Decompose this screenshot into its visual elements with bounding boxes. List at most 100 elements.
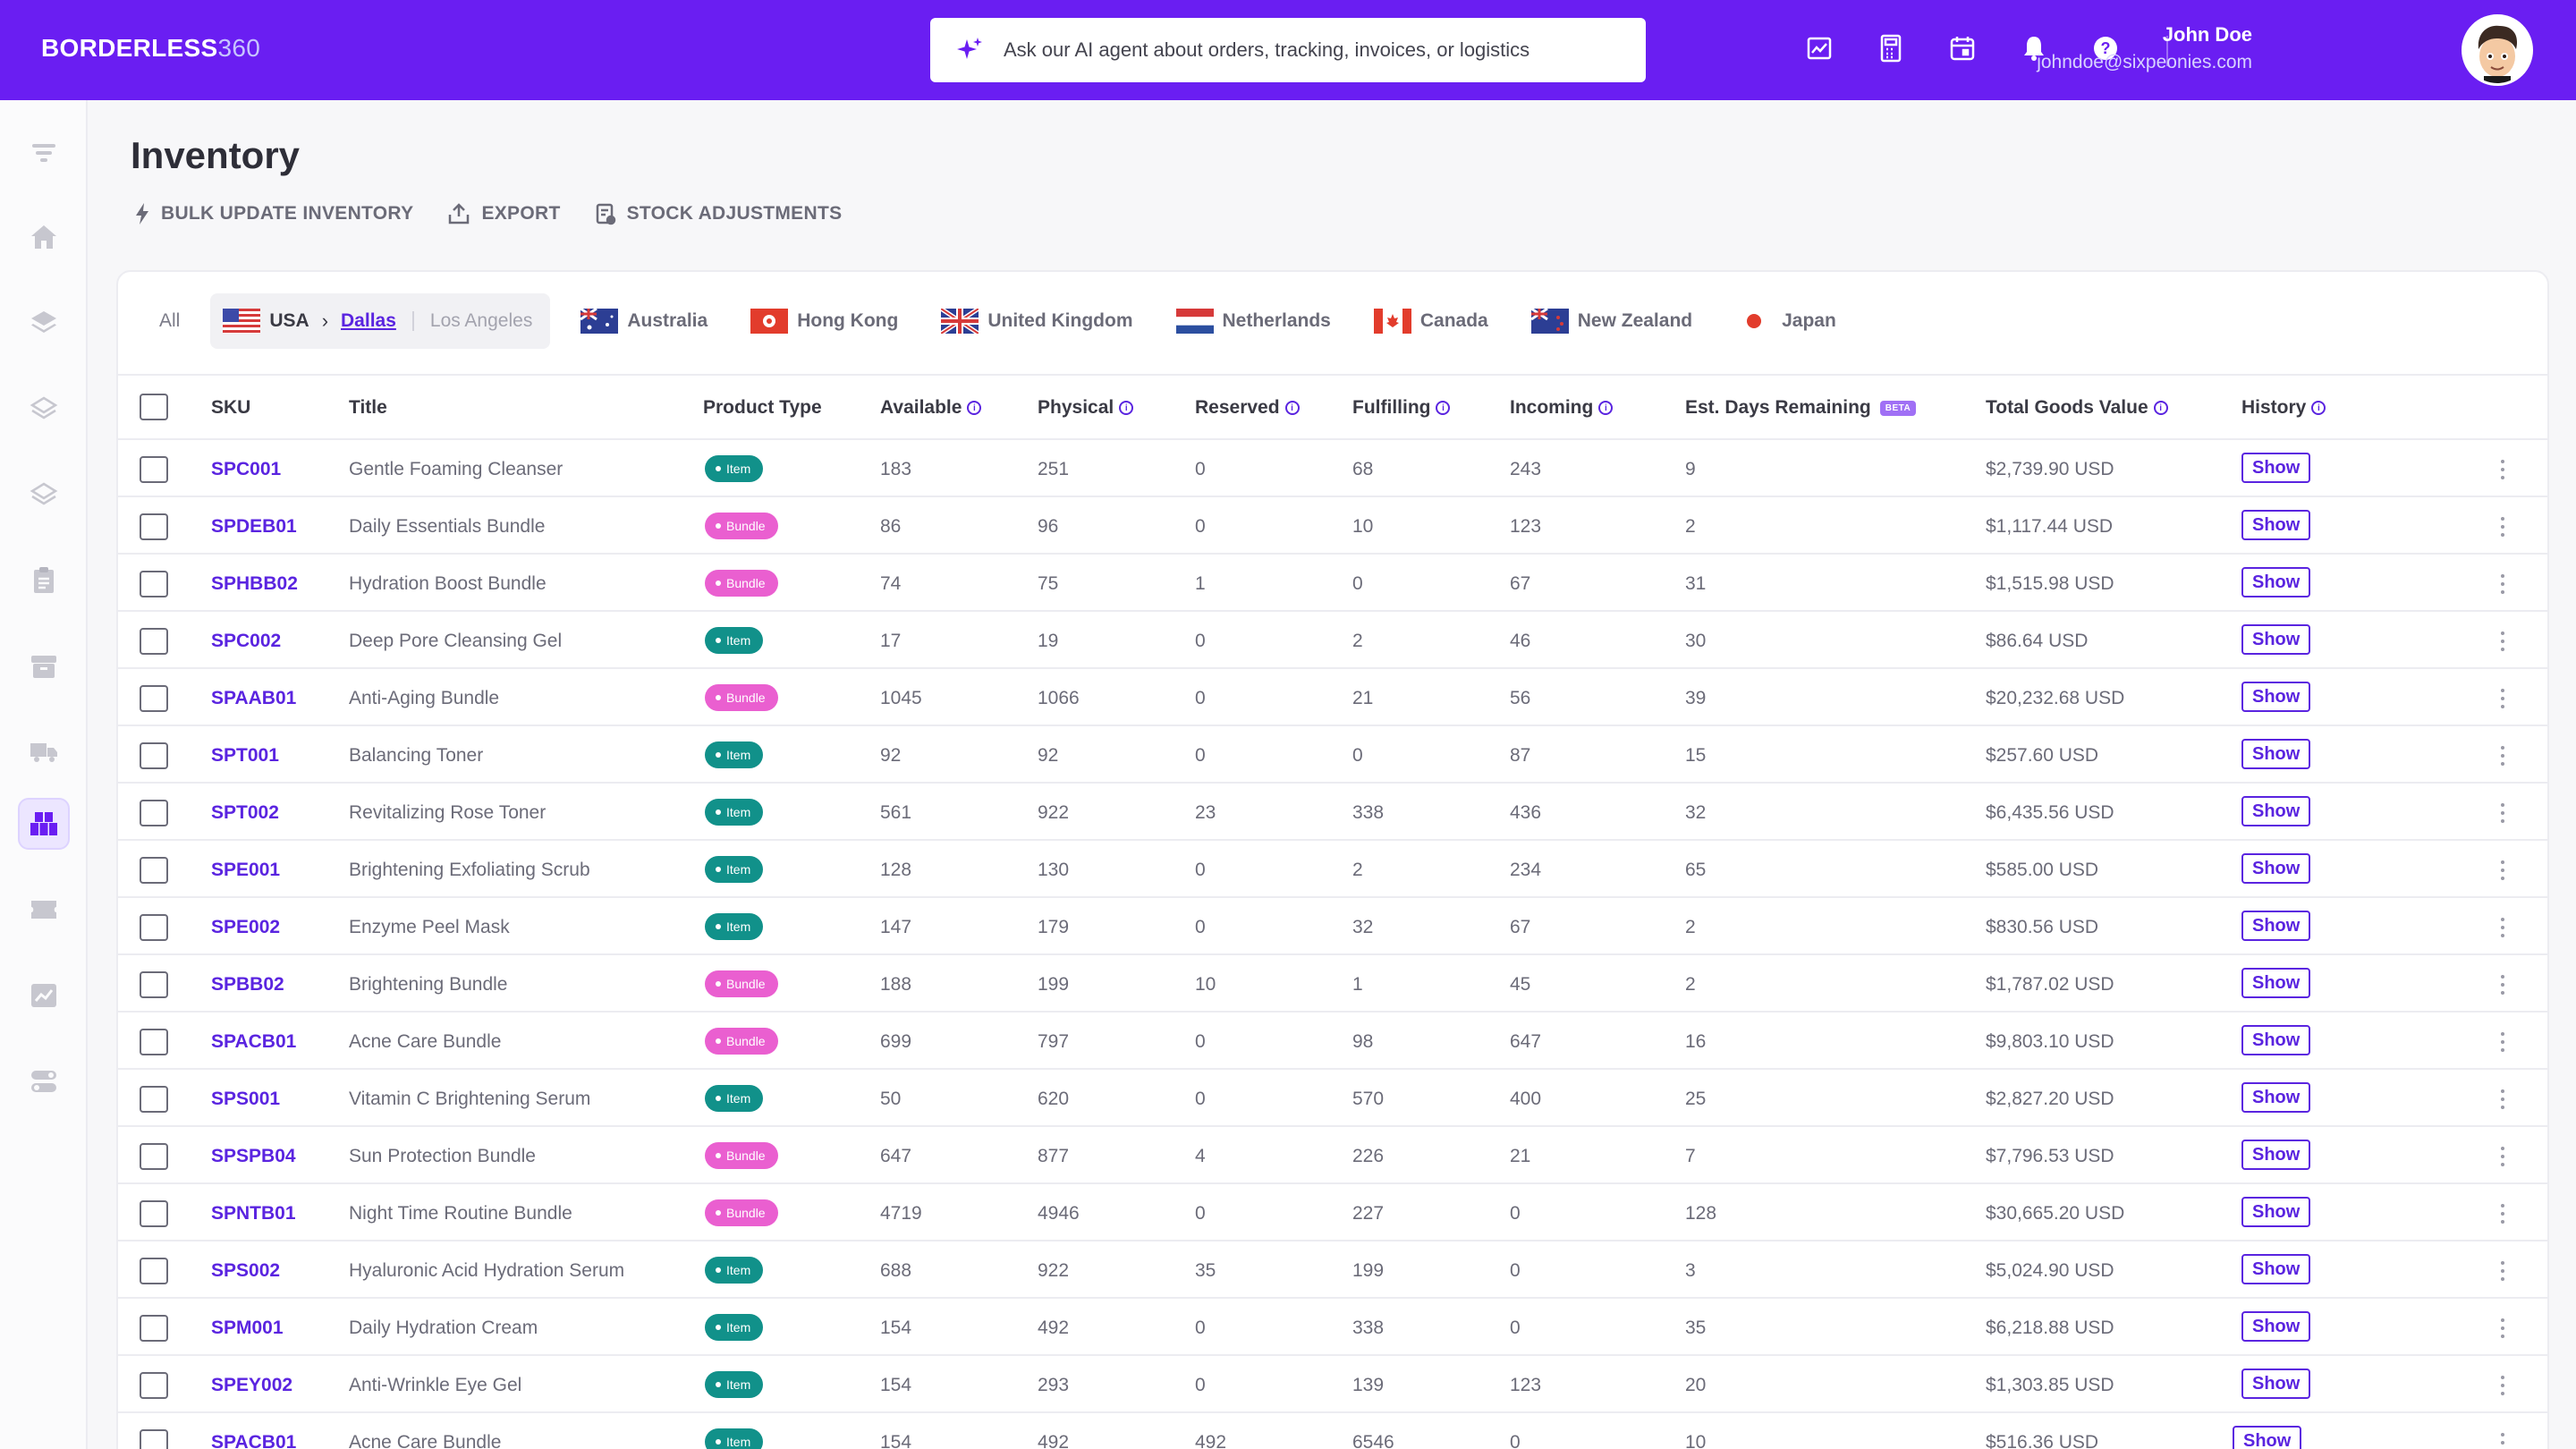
- row-menu-icon[interactable]: [2494, 1259, 2512, 1283]
- brand-logo[interactable]: BORDERLESS360: [41, 34, 261, 62]
- sku-cell[interactable]: SPT002: [211, 802, 279, 823]
- row-checkbox[interactable]: [140, 1200, 168, 1227]
- info-icon[interactable]: i: [967, 401, 982, 415]
- history-show-button[interactable]: Show: [2241, 853, 2311, 884]
- row-menu-icon[interactable]: [2494, 1374, 2512, 1397]
- col-est-days[interactable]: Est. Days Remaining BETA: [1685, 397, 1917, 419]
- tab-japan[interactable]: Japan: [1735, 309, 1836, 334]
- sidebar-settings[interactable]: [18, 1055, 70, 1107]
- row-menu-icon[interactable]: [2494, 515, 2512, 538]
- col-total-value[interactable]: Total Goods Value i: [1986, 397, 2168, 419]
- row-menu-icon[interactable]: [2494, 1317, 2512, 1340]
- table-row[interactable]: SPM001 Daily Hydration Cream 154 492 0 338 0 35…: [118, 1299, 2547, 1356]
- table-row[interactable]: SPC002 Deep Pore Cleansing Gel 17 19 0 2 46 30 $…: [118, 612, 2547, 669]
- row-menu-icon[interactable]: [2494, 801, 2512, 825]
- table-row[interactable]: SPC001 Gentle Foaming Cleanser 183 251 0 68 24…: [118, 440, 2547, 497]
- tab-united-kingdom[interactable]: United Kingdom: [941, 309, 1133, 334]
- row-checkbox[interactable]: [140, 456, 168, 483]
- row-checkbox[interactable]: [140, 971, 168, 998]
- row-checkbox[interactable]: [140, 1372, 168, 1399]
- history-show-button[interactable]: Show: [2241, 682, 2311, 712]
- history-show-button[interactable]: Show: [2241, 453, 2311, 483]
- bulk-update-button[interactable]: BULK UPDATE INVENTORY: [134, 202, 413, 225]
- info-icon[interactable]: i: [1436, 401, 1451, 415]
- history-show-button[interactable]: Show: [2241, 796, 2311, 826]
- history-show-button[interactable]: Show: [2241, 911, 2311, 941]
- row-checkbox[interactable]: [140, 1086, 168, 1113]
- row-menu-icon[interactable]: [2494, 744, 2512, 767]
- sku-cell[interactable]: SPBB02: [211, 974, 284, 995]
- row-checkbox[interactable]: [140, 513, 168, 540]
- sidebar-filter[interactable]: [18, 127, 70, 179]
- history-show-button[interactable]: Show: [2241, 567, 2311, 597]
- row-checkbox[interactable]: [140, 571, 168, 597]
- info-icon[interactable]: i: [2153, 401, 2168, 415]
- history-show-button[interactable]: Show: [2241, 1368, 2311, 1399]
- history-show-button[interactable]: Show: [2241, 1025, 2311, 1055]
- table-row[interactable]: SPAAB01 Anti-Aging Bundle 1045 1066 0 21 56 39 $…: [118, 669, 2547, 726]
- sku-cell[interactable]: SPACB01: [211, 1031, 297, 1052]
- sku-cell[interactable]: SPHBB02: [211, 573, 298, 594]
- tab-new-zealand[interactable]: New Zealand: [1530, 309, 1692, 334]
- sidebar-archive[interactable]: [18, 640, 70, 692]
- ai-search-input[interactable]: [1004, 38, 1612, 62]
- sku-cell[interactable]: SPE001: [211, 860, 281, 880]
- row-checkbox[interactable]: [140, 1029, 168, 1055]
- history-show-button[interactable]: Show: [2233, 1426, 2302, 1449]
- history-show-button[interactable]: Show: [2241, 1140, 2311, 1170]
- row-menu-icon[interactable]: [2494, 630, 2512, 653]
- table-row[interactable]: SPNTB01 Night Time Routine Bundle 4719 4946…: [118, 1184, 2547, 1241]
- sidebar-layers-2[interactable]: [18, 383, 70, 435]
- sidebar-home[interactable]: [18, 211, 70, 263]
- col-physical[interactable]: Physical i: [1038, 397, 1134, 419]
- tab-hong-kong[interactable]: Hong Kong: [750, 309, 898, 334]
- sidebar-orders[interactable]: [18, 555, 70, 606]
- table-row[interactable]: SPEY002 Anti-Wrinkle Eye Gel 154 293 0 139 123…: [118, 1356, 2547, 1413]
- sku-cell[interactable]: SPNTB01: [211, 1203, 296, 1224]
- sidebar-inventory[interactable]: [18, 798, 70, 850]
- tab-netherlands[interactable]: Netherlands: [1175, 309, 1331, 334]
- col-available[interactable]: Available i: [880, 397, 982, 419]
- stock-adjustments-button[interactable]: STOCK ADJUSTMENTS: [595, 202, 843, 225]
- row-checkbox[interactable]: [140, 1258, 168, 1284]
- row-menu-icon[interactable]: [2494, 1202, 2512, 1225]
- col-incoming[interactable]: Incoming i: [1510, 397, 1614, 419]
- table-row[interactable]: SPE001 Brightening Exfoliating Scrub 128 13…: [118, 841, 2547, 898]
- calculator-icon[interactable]: [1875, 30, 1907, 66]
- sidebar-shipping[interactable]: [18, 726, 70, 778]
- row-checkbox[interactable]: [140, 1429, 168, 1449]
- table-row[interactable]: SPE002 Enzyme Peel Mask 147 179 0 32 67 2 $830.5…: [118, 898, 2547, 955]
- city-los-angeles[interactable]: Los Angeles: [429, 310, 533, 331]
- bell-icon[interactable]: [2018, 30, 2050, 66]
- row-menu-icon[interactable]: [2494, 1030, 2512, 1054]
- row-menu-icon[interactable]: [2494, 1431, 2512, 1449]
- table-row[interactable]: SPS002 Hyaluronic Acid Hydration Serum 688…: [118, 1241, 2547, 1299]
- sku-cell[interactable]: SPAAB01: [211, 688, 297, 708]
- help-icon[interactable]: ?: [2089, 30, 2122, 66]
- row-menu-icon[interactable]: [2494, 572, 2512, 596]
- table-row[interactable]: SPDEB01 Daily Essentials Bundle 86 96 0 10 123…: [118, 497, 2547, 555]
- tab-canada[interactable]: Canada: [1373, 309, 1488, 334]
- info-icon[interactable]: i: [2311, 401, 2326, 415]
- info-icon[interactable]: i: [1284, 401, 1300, 415]
- tab-usa[interactable]: USA › Dallas Los Angeles: [210, 293, 551, 349]
- table-row[interactable]: SPACB01 Acne Care Bundle 154 492 492 6546 0 10 $…: [118, 1413, 2547, 1449]
- col-product-type[interactable]: Product Type: [703, 397, 822, 418]
- row-menu-icon[interactable]: [2494, 916, 2512, 939]
- row-menu-icon[interactable]: [2494, 687, 2512, 710]
- table-row[interactable]: SPT002 Revitalizing Rose Toner 561 922 23 338…: [118, 784, 2547, 841]
- history-show-button[interactable]: Show: [2241, 1311, 2311, 1342]
- sidebar-stack[interactable]: [18, 469, 70, 521]
- history-show-button[interactable]: Show: [2241, 1254, 2311, 1284]
- sku-cell[interactable]: SPACB01: [211, 1432, 297, 1449]
- col-title[interactable]: Title: [349, 397, 387, 418]
- table-row[interactable]: SPBB02 Brightening Bundle 188 199 10 1 45 2 $1,7…: [118, 955, 2547, 1013]
- row-checkbox[interactable]: [140, 1315, 168, 1342]
- ai-search-box[interactable]: [930, 18, 1646, 82]
- sku-cell[interactable]: SPDEB01: [211, 516, 297, 537]
- user-info[interactable]: John Doe johndoe@sixpeonies.com: [2037, 23, 2252, 73]
- table-row[interactable]: SPS001 Vitamin C Brightening Serum 50 620 0 5…: [118, 1070, 2547, 1127]
- sku-cell[interactable]: SPM001: [211, 1318, 284, 1338]
- col-history[interactable]: History i: [2241, 397, 2326, 419]
- info-icon[interactable]: i: [1119, 401, 1134, 415]
